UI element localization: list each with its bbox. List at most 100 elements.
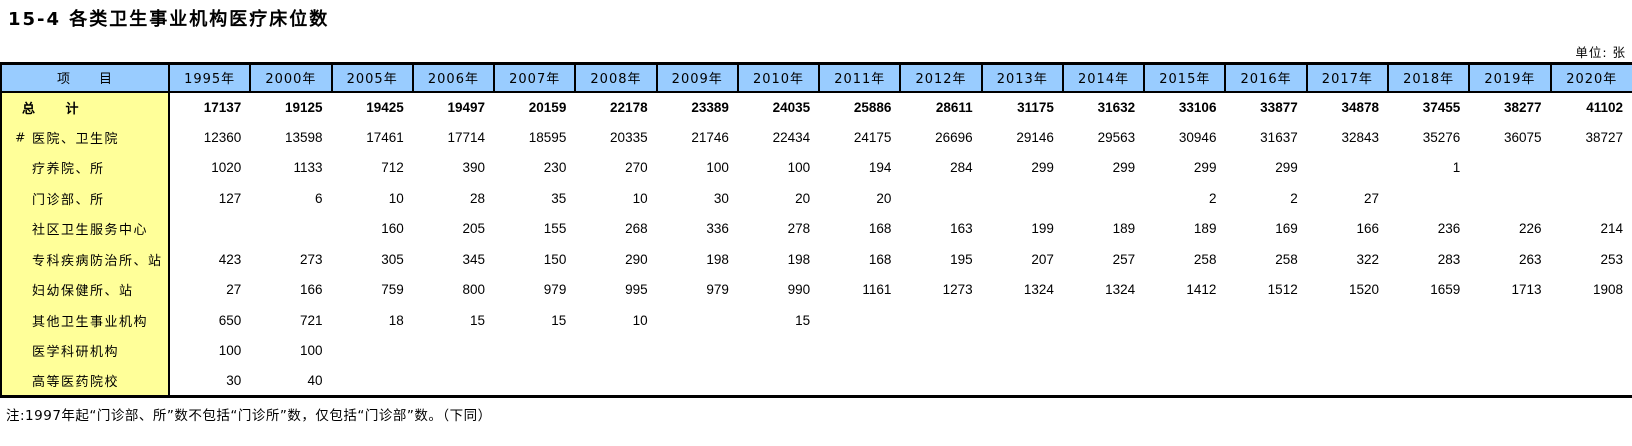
- row-label: # 医院、卫生院: [0, 122, 170, 153]
- value-cell: [494, 335, 576, 366]
- value-cell: 21746: [656, 122, 738, 153]
- value-cell: 28: [412, 183, 495, 214]
- value-cell: 721: [250, 305, 332, 336]
- value-cell: 37455: [1387, 91, 1470, 122]
- value-cell: 290: [575, 244, 657, 275]
- value-cell: 1020: [169, 152, 251, 183]
- row-label: 专科疾病防治所、站: [0, 244, 170, 275]
- row-label-text: 专科疾病防治所、站: [32, 253, 163, 269]
- value-cell: [656, 305, 738, 336]
- value-cell: 22434: [737, 122, 820, 153]
- value-cell: 35276: [1387, 122, 1470, 153]
- value-cell: 1713: [1469, 274, 1551, 305]
- value-cell: [1306, 335, 1388, 366]
- value-cell: [331, 366, 413, 398]
- value-cell: 1908: [1550, 274, 1632, 305]
- value-cell: 168: [819, 244, 901, 275]
- value-cell: [1387, 305, 1470, 336]
- value-cell: 27: [1306, 183, 1388, 214]
- value-cell: 15: [412, 305, 495, 336]
- value-cell: 17137: [169, 91, 251, 122]
- year-column-header: 2012年: [899, 62, 982, 93]
- value-cell: 24175: [819, 122, 901, 153]
- value-cell: 1: [1387, 152, 1470, 183]
- row-label-text: 妇幼保健所、站: [32, 284, 134, 300]
- value-cell: [1306, 305, 1388, 336]
- value-cell: 189: [1144, 213, 1226, 244]
- table-row: # 医院、卫生院 12360 13598 17461 17714 18595 20335 217…: [0, 122, 1632, 153]
- value-cell: 40: [250, 366, 332, 398]
- value-cell: 20: [819, 183, 901, 214]
- value-cell: 100: [169, 335, 251, 366]
- value-cell: 2: [1225, 183, 1307, 214]
- value-cell: 29146: [981, 122, 1063, 153]
- value-cell: 166: [250, 274, 332, 305]
- year-column-header: 2005年: [330, 62, 413, 93]
- year-column-header: 2020年: [1549, 62, 1632, 93]
- value-cell: [575, 366, 657, 398]
- value-cell: [819, 335, 901, 366]
- value-cell: [1144, 366, 1226, 398]
- value-cell: 299: [1062, 152, 1145, 183]
- value-cell: [494, 366, 576, 398]
- value-cell: 18595: [494, 122, 576, 153]
- table-row: 总 计 17137 19125 19425 19497 20159 22178 23389 24…: [0, 91, 1632, 122]
- value-cell: [1144, 305, 1226, 336]
- value-cell: [1550, 366, 1632, 398]
- value-cell: [1144, 335, 1226, 366]
- value-cell: [575, 335, 657, 366]
- row-label-text: 门诊部、所: [32, 192, 105, 208]
- value-cell: [981, 335, 1063, 366]
- table-body: 总 计 17137 19125 19425 19497 20159 22178 23389 24…: [0, 91, 1632, 398]
- value-cell: 27: [169, 274, 251, 305]
- value-cell: 25886: [819, 91, 901, 122]
- value-cell: 650: [169, 305, 251, 336]
- value-cell: 305: [331, 244, 413, 275]
- value-cell: 230: [494, 152, 576, 183]
- table-row: 妇幼保健所、站 27 166 759 800 979 995 979 990 1161 1273 13…: [0, 274, 1632, 305]
- row-label: 疗养院、所: [0, 152, 170, 183]
- value-cell: [1387, 183, 1470, 214]
- table-row: 社区卫生服务中心 160 205 155 268 336 278 168 163 199 189 18…: [0, 213, 1632, 244]
- value-cell: 23389: [656, 91, 738, 122]
- row-label-text: 社区卫生服务中心: [32, 223, 149, 239]
- value-cell: 995: [575, 274, 657, 305]
- value-cell: 163: [900, 213, 982, 244]
- value-cell: [1550, 305, 1632, 336]
- value-cell: 1324: [981, 274, 1063, 305]
- value-cell: 127: [169, 183, 251, 214]
- value-cell: 263: [1469, 244, 1551, 275]
- value-cell: 336: [656, 213, 738, 244]
- value-cell: 32843: [1306, 122, 1388, 153]
- value-cell: 41102: [1550, 91, 1632, 122]
- value-cell: [1062, 183, 1145, 214]
- year-column-header: 2011年: [818, 62, 901, 93]
- value-cell: [656, 366, 738, 398]
- value-cell: 273: [250, 244, 332, 275]
- value-cell: [819, 366, 901, 398]
- year-column-header: 1995年: [167, 62, 251, 93]
- value-cell: 10: [331, 183, 413, 214]
- value-cell: 24035: [737, 91, 820, 122]
- value-cell: 226: [1469, 213, 1551, 244]
- table-header-row: 项 目 1995年 2000年 2005年 2006年 2007年 2008年 2009年 20…: [0, 62, 1632, 93]
- value-cell: [981, 366, 1063, 398]
- value-cell: 800: [412, 274, 495, 305]
- value-cell: [737, 366, 820, 398]
- value-cell: [1550, 152, 1632, 183]
- value-cell: [1387, 335, 1470, 366]
- year-column-header: 2013年: [980, 62, 1063, 93]
- value-cell: 155: [494, 213, 576, 244]
- value-cell: 390: [412, 152, 495, 183]
- value-cell: 284: [900, 152, 982, 183]
- value-cell: [1225, 305, 1307, 336]
- value-cell: 236: [1387, 213, 1470, 244]
- row-label: 医学科研机构: [0, 335, 170, 366]
- value-cell: 189: [1062, 213, 1145, 244]
- value-cell: 195: [900, 244, 982, 275]
- value-cell: 268: [575, 213, 657, 244]
- row-label: 其他卫生事业机构: [0, 305, 170, 336]
- beds-table: 项 目 1995年 2000年 2005年 2006年 2007年 2008年 2009年 20…: [0, 62, 1632, 398]
- value-cell: 31637: [1225, 122, 1307, 153]
